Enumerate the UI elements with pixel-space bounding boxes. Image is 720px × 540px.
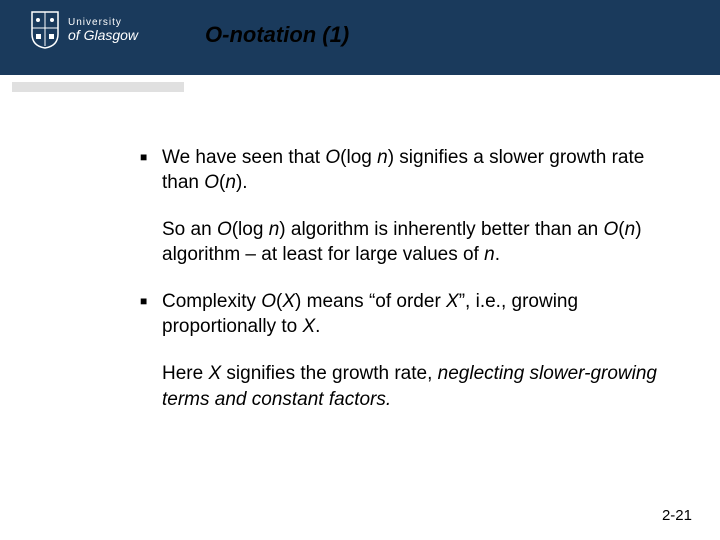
logo-line2: of Glasgow [68, 28, 138, 43]
title-area: O-notation (1) [205, 22, 349, 48]
header-band: University of Glasgow [0, 0, 720, 75]
header-shadow [12, 82, 184, 92]
title-underline [205, 56, 695, 61]
bullet-marker-icon: ■ [140, 145, 162, 195]
bullet-subtext: So an O(log n) algorithm is inherently b… [162, 217, 680, 267]
page-number: 2-21 [662, 507, 692, 524]
content-area: ■ We have seen that O(log n) signifies a… [140, 145, 680, 434]
bullet-subtext: Here X signifies the growth rate, neglec… [162, 361, 680, 411]
slide-title: O-notation (1) [205, 22, 349, 48]
bullet-marker-icon: ■ [140, 289, 162, 339]
university-logo: University of Glasgow [30, 10, 138, 50]
bullet-item: ■ We have seen that O(log n) signifies a… [140, 145, 680, 195]
bullet-text: Complexity O(X) means “of order X”, i.e.… [162, 289, 680, 339]
crest-icon [30, 10, 60, 50]
bullet-text: We have seen that O(log n) signifies a s… [162, 145, 680, 195]
bullet-item: ■ Complexity O(X) means “of order X”, i.… [140, 289, 680, 339]
logo-text: University of Glasgow [68, 17, 138, 43]
